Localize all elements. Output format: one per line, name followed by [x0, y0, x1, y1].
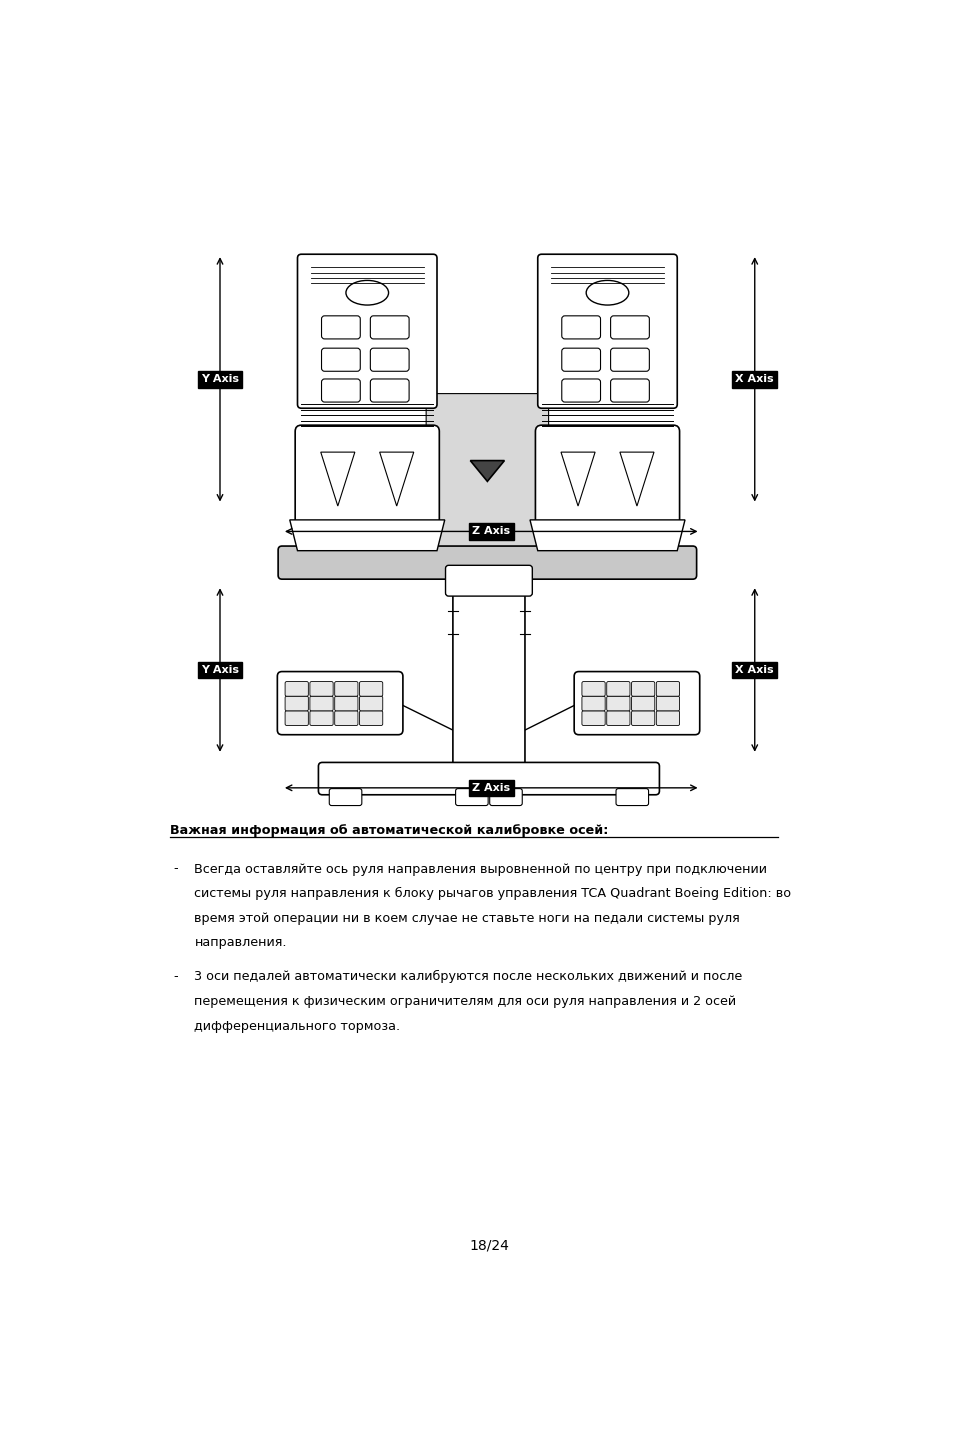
FancyBboxPatch shape — [321, 379, 360, 402]
Polygon shape — [290, 520, 444, 551]
FancyBboxPatch shape — [359, 696, 382, 710]
FancyBboxPatch shape — [359, 710, 382, 726]
FancyBboxPatch shape — [656, 710, 679, 726]
FancyBboxPatch shape — [453, 586, 524, 769]
FancyBboxPatch shape — [537, 255, 677, 408]
FancyBboxPatch shape — [285, 696, 308, 710]
FancyBboxPatch shape — [610, 316, 649, 339]
FancyBboxPatch shape — [631, 696, 654, 710]
FancyBboxPatch shape — [631, 682, 654, 696]
FancyBboxPatch shape — [535, 425, 679, 526]
Text: -: - — [173, 971, 178, 984]
Text: Z Axis: Z Axis — [472, 527, 510, 537]
Text: X Axis: X Axis — [735, 664, 773, 674]
Ellipse shape — [346, 281, 388, 305]
FancyBboxPatch shape — [561, 316, 599, 339]
FancyBboxPatch shape — [606, 682, 629, 696]
FancyBboxPatch shape — [310, 710, 333, 726]
FancyBboxPatch shape — [318, 762, 659, 795]
FancyBboxPatch shape — [277, 672, 402, 735]
FancyBboxPatch shape — [335, 696, 357, 710]
FancyBboxPatch shape — [456, 789, 488, 806]
FancyBboxPatch shape — [321, 316, 360, 339]
FancyBboxPatch shape — [370, 348, 409, 371]
FancyBboxPatch shape — [656, 682, 679, 696]
FancyBboxPatch shape — [561, 379, 599, 402]
Text: время этой операции ни в коем случае не ставьте ноги на педали системы руля: время этой операции ни в коем случае не … — [194, 912, 740, 925]
Text: Y Axis: Y Axis — [201, 664, 239, 674]
Text: -: - — [173, 862, 178, 875]
FancyBboxPatch shape — [489, 789, 521, 806]
FancyBboxPatch shape — [285, 682, 308, 696]
Polygon shape — [560, 453, 595, 505]
FancyBboxPatch shape — [656, 696, 679, 710]
FancyBboxPatch shape — [285, 710, 308, 726]
Polygon shape — [379, 453, 414, 505]
FancyBboxPatch shape — [616, 789, 648, 806]
Text: дифференциального тормоза.: дифференциального тормоза. — [194, 1020, 400, 1032]
Polygon shape — [470, 461, 504, 481]
FancyBboxPatch shape — [581, 710, 604, 726]
FancyBboxPatch shape — [310, 682, 333, 696]
Text: 3 оси педалей автоматически калибруются после нескольких движений и после: 3 оси педалей автоматически калибруются … — [194, 971, 741, 984]
FancyBboxPatch shape — [370, 379, 409, 402]
FancyBboxPatch shape — [294, 425, 439, 526]
FancyBboxPatch shape — [606, 710, 629, 726]
FancyBboxPatch shape — [610, 379, 649, 402]
FancyBboxPatch shape — [606, 696, 629, 710]
FancyBboxPatch shape — [561, 348, 599, 371]
Text: Z Axis: Z Axis — [472, 783, 510, 793]
FancyBboxPatch shape — [581, 696, 604, 710]
FancyBboxPatch shape — [335, 710, 357, 726]
FancyBboxPatch shape — [278, 546, 696, 579]
Text: направления.: направления. — [194, 937, 287, 949]
FancyBboxPatch shape — [310, 696, 333, 710]
FancyBboxPatch shape — [581, 682, 604, 696]
FancyBboxPatch shape — [329, 789, 361, 806]
Text: Y Axis: Y Axis — [201, 374, 239, 384]
FancyBboxPatch shape — [297, 255, 436, 408]
Ellipse shape — [585, 281, 628, 305]
FancyBboxPatch shape — [321, 348, 360, 371]
Polygon shape — [619, 453, 654, 505]
Polygon shape — [530, 520, 684, 551]
Text: перемещения к физическим ограничителям для оси руля направления и 2 осей: перемещения к физическим ограничителям д… — [194, 995, 736, 1008]
FancyBboxPatch shape — [631, 710, 654, 726]
FancyBboxPatch shape — [335, 682, 357, 696]
FancyBboxPatch shape — [445, 566, 532, 596]
FancyBboxPatch shape — [359, 682, 382, 696]
Text: Важная информация об автоматической калибровке осей:: Важная информация об автоматической кали… — [170, 823, 607, 838]
Polygon shape — [320, 453, 355, 505]
Text: системы руля направления к блоку рычагов управления TCA Quadrant Boeing Edition:: системы руля направления к блоку рычагов… — [194, 888, 791, 901]
Text: X Axis: X Axis — [735, 374, 773, 384]
FancyBboxPatch shape — [426, 394, 548, 554]
FancyBboxPatch shape — [574, 672, 699, 735]
Text: 18/24: 18/24 — [469, 1239, 508, 1252]
FancyBboxPatch shape — [610, 348, 649, 371]
FancyBboxPatch shape — [370, 316, 409, 339]
Text: Всегда оставляйте ось руля направления выровненной по центру при подключении: Всегда оставляйте ось руля направления в… — [194, 862, 766, 875]
